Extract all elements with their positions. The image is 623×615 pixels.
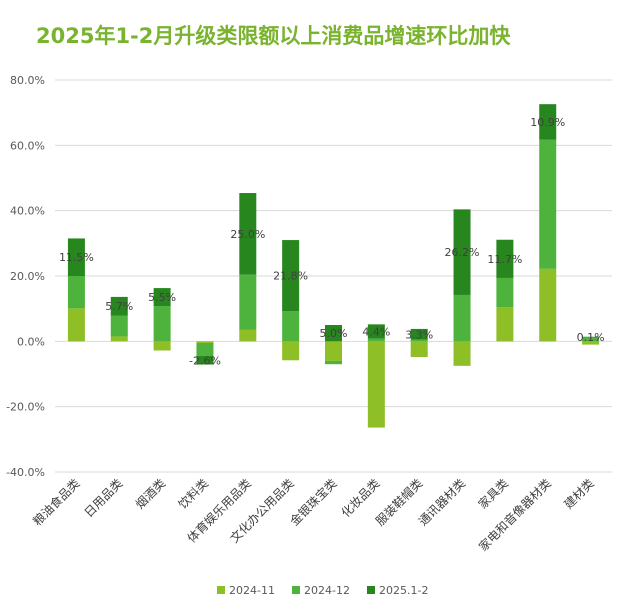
data-label: 26.2% — [445, 246, 480, 259]
bar-segment — [153, 341, 171, 351]
data-label: 0.1% — [577, 331, 605, 344]
bar-segment — [196, 356, 214, 365]
y-tick-label: 20.0% — [10, 270, 45, 283]
y-axis-ticks: 80.0% 60.0% 40.0% 20.0% 0.0% -20.0% -40.0% — [6, 74, 45, 479]
data-label: 21.8% — [273, 270, 308, 283]
bar-segment — [582, 336, 600, 338]
y-tick-label: -20.0% — [6, 401, 45, 414]
category-label: 化妆品类 — [339, 476, 383, 520]
bar-segment — [67, 276, 85, 309]
category-label: 烟酒类 — [133, 476, 168, 511]
bar-segment — [67, 238, 85, 276]
category-label: 家电和音像器材类 — [475, 476, 553, 554]
bar-segment — [582, 337, 600, 342]
data-label: 11.7% — [487, 253, 522, 266]
legend: 2024-11 2024-12 2025.1-2 — [217, 584, 428, 597]
data-label: 5.7% — [105, 300, 133, 313]
bars — [67, 104, 600, 428]
data-label: 10.9% — [530, 116, 565, 129]
category-label-group: 建材类 — [561, 476, 596, 511]
bar-segment — [453, 294, 471, 342]
category-label: 日用品类 — [82, 476, 126, 520]
category-label: 通讯器材类 — [416, 476, 468, 528]
category-label-group: 家具类 — [475, 476, 511, 512]
data-label: 5.5% — [148, 291, 176, 304]
bar-segment — [367, 338, 385, 342]
bar-segment — [196, 342, 214, 357]
bar-segment — [325, 325, 342, 342]
bar-segment — [67, 308, 85, 342]
bar-segment — [325, 341, 342, 361]
category-label: 家具类 — [475, 476, 511, 512]
category-label-group: 金银珠宝类 — [287, 476, 340, 529]
bar-segment — [453, 341, 471, 366]
bar-segment — [410, 341, 428, 358]
data-label: 25.0% — [230, 228, 265, 241]
bar-segment — [453, 209, 471, 295]
bar-segment — [110, 315, 128, 337]
bar-segment — [539, 104, 557, 140]
legend-swatch — [217, 586, 225, 594]
category-label-group: 烟酒类 — [133, 476, 168, 511]
category-label-group: 化妆品类 — [339, 476, 383, 520]
bar-segment — [282, 341, 300, 361]
bar-segment — [496, 277, 514, 308]
bar-segment — [539, 268, 557, 342]
y-tick-label: 60.0% — [10, 139, 45, 152]
bar-segment — [496, 239, 514, 278]
bar-segment — [239, 193, 257, 275]
bar-segment — [239, 329, 257, 342]
chart-title: 2025年1-2月升级类限额以上消费品增速环比加快 — [36, 24, 511, 48]
y-tick-label: 0.0% — [17, 335, 45, 348]
bar-segment — [410, 339, 428, 342]
bar-segment — [110, 296, 128, 316]
bar-segment — [282, 311, 300, 342]
legend-swatch — [292, 586, 300, 594]
bar-segment — [496, 307, 514, 342]
bar-segment — [367, 324, 385, 339]
bar-segment — [539, 139, 557, 269]
category-label: 饮料类 — [176, 476, 211, 511]
bar-segment — [282, 240, 300, 312]
category-label-group: 家电和音像器材类 — [475, 476, 553, 554]
legend-label: 2024-11 — [229, 584, 275, 597]
category-label: 金银珠宝类 — [287, 476, 340, 529]
category-label-group: 饮料类 — [176, 476, 211, 511]
bar-segment — [367, 341, 385, 428]
category-label: 粮油食品类 — [30, 476, 83, 529]
bar-segment — [196, 341, 214, 343]
data-labels: 11.5% 5.7% 5.5% -2.6% 25.0% 21.8% 5.0% 4.4% 3.3%… — [59, 116, 605, 367]
bar-segment — [153, 288, 171, 307]
category-label: 建材类 — [561, 476, 596, 511]
bar-segment — [110, 336, 128, 342]
bar-segment — [239, 274, 257, 330]
data-label: 4.4% — [362, 326, 390, 339]
gridlines — [55, 79, 612, 473]
bar-segment — [410, 328, 428, 340]
data-label: 3.3% — [405, 328, 433, 341]
legend-swatch — [367, 586, 375, 594]
legend-label: 2025.1-2 — [379, 584, 428, 597]
bar-segment — [153, 306, 171, 342]
y-tick-label: -40.0% — [6, 466, 45, 479]
y-tick-label: 40.0% — [10, 205, 45, 218]
bar-segment — [325, 360, 342, 365]
data-label: 11.5% — [59, 251, 94, 264]
data-label: -2.6% — [189, 354, 221, 367]
category-label-group: 日用品类 — [82, 476, 126, 520]
legend-label: 2024-12 — [304, 584, 350, 597]
category-label-group: 粮油食品类 — [30, 476, 83, 529]
bar-segment — [582, 341, 600, 345]
category-label-group: 通讯器材类 — [416, 476, 468, 528]
y-tick-label: 80.0% — [10, 74, 45, 87]
data-label: 5.0% — [320, 327, 348, 340]
